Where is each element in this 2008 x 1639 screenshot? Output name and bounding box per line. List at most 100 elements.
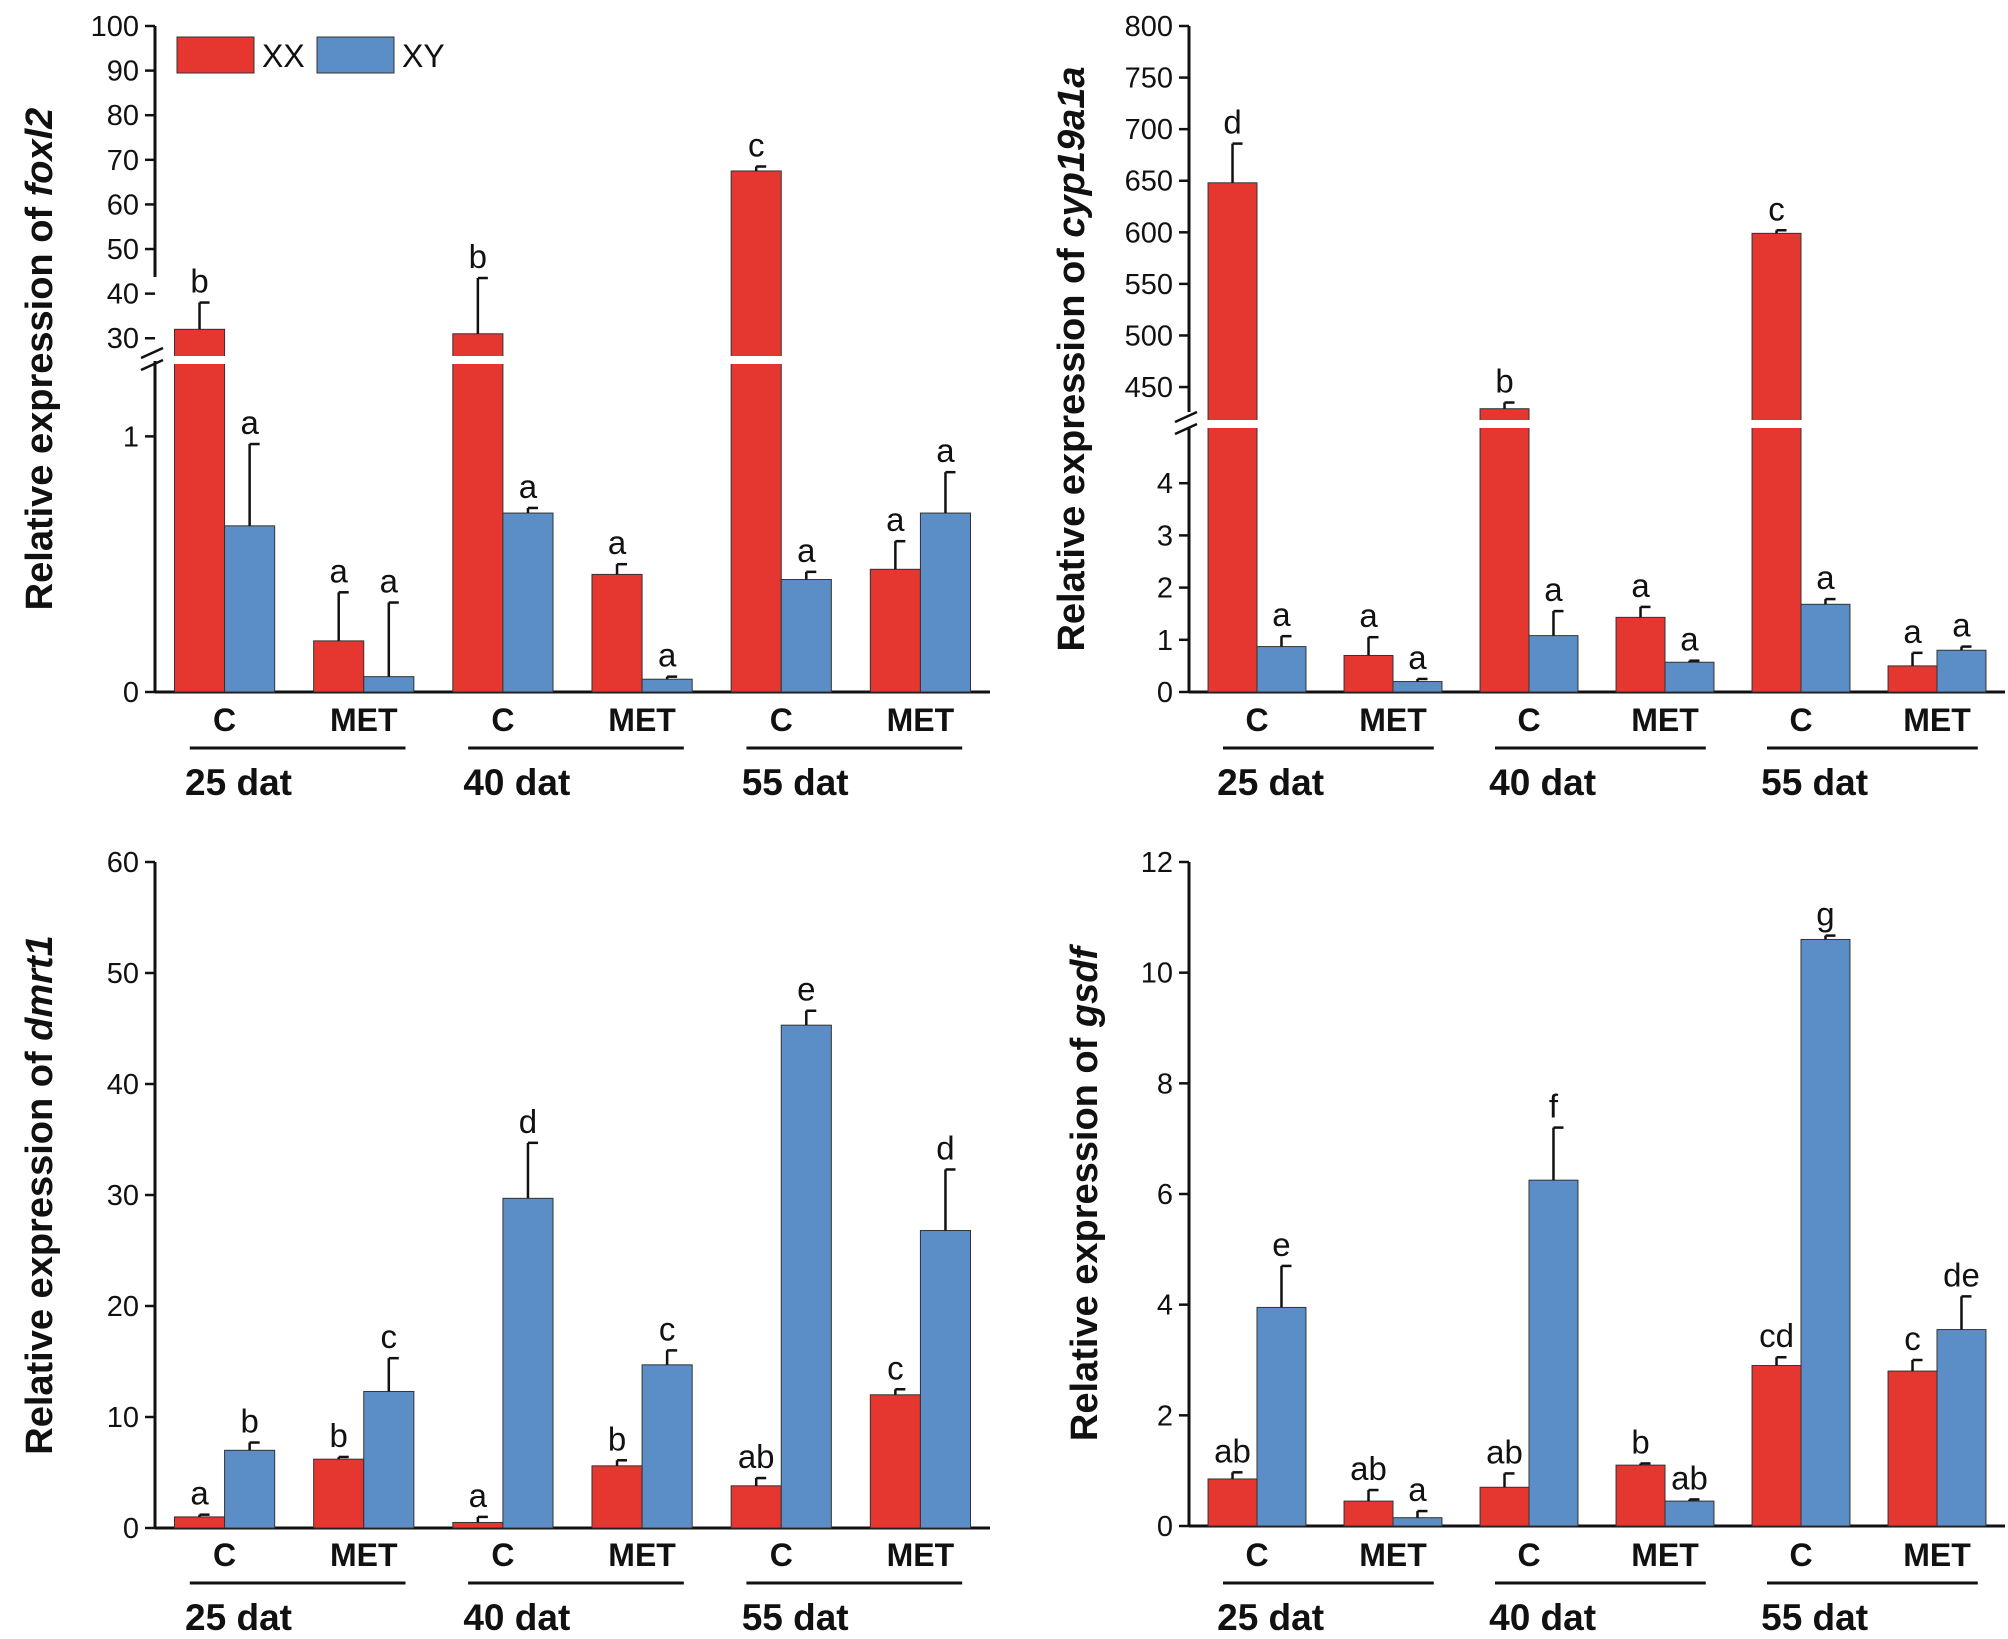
- group-label: MET: [887, 702, 955, 738]
- axis-break-slash: [1174, 422, 1198, 436]
- group-label: MET: [1631, 702, 1699, 738]
- bar-xx-3: [591, 573, 643, 693]
- significance-letter: a: [1408, 639, 1427, 676]
- bar-xy-4: [1800, 938, 1851, 1527]
- significance-letter: a: [1816, 559, 1835, 596]
- y-tick-label: 450: [1125, 372, 1173, 404]
- y-tick-label: 1: [1157, 625, 1173, 657]
- significance-letter: de: [1943, 1256, 1980, 1293]
- bar-xy-2: [1528, 1179, 1579, 1527]
- y-tick-label: 3: [1157, 520, 1173, 552]
- significance-letter: b: [1631, 1423, 1649, 1460]
- y-tick-label: 30: [107, 1180, 139, 1212]
- significance-letter: a: [1631, 567, 1650, 604]
- legend-swatch-xy: [316, 36, 395, 74]
- y-tick-label: 700: [1125, 114, 1173, 146]
- significance-letter: a: [519, 468, 538, 505]
- group-label: C: [1517, 1537, 1540, 1573]
- bar-xy-5: [919, 512, 972, 693]
- bar-xx-1: [313, 1458, 365, 1529]
- bar-xy-1: [1392, 1517, 1443, 1527]
- y-axis-label-prefix: Relative expression of: [19, 196, 61, 610]
- y-tick-label: 12: [1141, 847, 1173, 879]
- section-label: 55 dat: [742, 762, 849, 803]
- significance-letter: ab: [1671, 1459, 1708, 1496]
- group-label: C: [491, 702, 514, 738]
- y-axis-label-prefix: Relative expression of: [1064, 1027, 1106, 1441]
- chart-foxl2: 0 1 30 40 50 60 70 80 90 100 Relative expression o…: [19, 11, 992, 803]
- bar-xx-5: [1887, 665, 1938, 693]
- bar-xy-4: [1800, 603, 1851, 693]
- bar-xy-5: [1936, 1329, 1987, 1527]
- significance-letter: a: [1952, 607, 1971, 644]
- bar-xx-5: [869, 568, 921, 693]
- y-tick-label: 8: [1157, 1068, 1173, 1100]
- y-tick-label: 50: [107, 958, 139, 990]
- significance-letter: a: [886, 501, 905, 538]
- y-tick-label: 50: [107, 234, 139, 266]
- significance-letter: b: [190, 263, 208, 300]
- y-axis-label: Relative expression of foxl2: [19, 108, 61, 611]
- bar-xx-1: [1343, 1500, 1394, 1527]
- bar-xy-1: [1392, 681, 1443, 693]
- group-label: C: [1517, 702, 1540, 738]
- group-label: MET: [1903, 702, 1971, 738]
- section-label: 40 dat: [463, 762, 570, 803]
- y-tick-label: 0: [123, 677, 139, 709]
- significance-letter: e: [797, 971, 815, 1008]
- group-label: C: [1789, 702, 1812, 738]
- significance-letter: b: [1495, 363, 1513, 400]
- bar-xy-4: [780, 1024, 832, 1529]
- significance-letter: b: [469, 238, 487, 275]
- y-axis-label: Relative expression of dmrt1: [19, 935, 61, 1455]
- axis-break-slash: [140, 346, 164, 360]
- axis-break-gap: [157, 356, 992, 364]
- group-label: C: [1789, 1537, 1812, 1573]
- bar-xx-4: [730, 170, 782, 693]
- bar-xx-3: [591, 1465, 643, 1529]
- y-tick-label: 2: [1157, 573, 1173, 605]
- significance-letter: a: [1544, 571, 1563, 608]
- y-tick-label: 2: [1157, 1400, 1173, 1432]
- significance-letter: a: [608, 524, 627, 561]
- section-label: 25 dat: [1217, 1597, 1324, 1638]
- bar-xy-4: [780, 579, 832, 693]
- bar-xy-0: [1256, 646, 1307, 693]
- y-tick-label: 90: [107, 56, 139, 88]
- y-axis-label-prefix: Relative expression of: [1051, 238, 1093, 652]
- significance-letter: f: [1549, 1088, 1559, 1125]
- significance-letter: b: [240, 1403, 258, 1440]
- y-axis-label-gene: cyp19a1a: [1051, 66, 1093, 237]
- significance-letter: a: [1272, 596, 1291, 633]
- bar-xx-2: [1479, 408, 1530, 693]
- bar-xy-1: [363, 676, 415, 693]
- legend-label-xx: XX: [262, 38, 305, 74]
- y-tick-label: 6: [1157, 1179, 1173, 1211]
- significance-letter: a: [1680, 621, 1699, 658]
- group-label: C: [491, 1537, 514, 1573]
- y-axis-label-gene: dmrt1: [19, 935, 61, 1041]
- bar-xx-1: [313, 640, 365, 693]
- y-tick-label: 60: [107, 847, 139, 879]
- significance-letter: ab: [1486, 1433, 1523, 1470]
- bar-xx-3: [1615, 1464, 1666, 1527]
- group-label: MET: [608, 702, 676, 738]
- group-label: MET: [1631, 1537, 1699, 1573]
- significance-letter: a: [380, 563, 399, 600]
- significance-letter: cd: [1759, 1317, 1794, 1354]
- group-label: MET: [608, 1537, 676, 1573]
- bar-xx-0: [1207, 182, 1258, 693]
- group-label: C: [1245, 702, 1268, 738]
- y-tick-label: 70: [107, 145, 139, 177]
- significance-letter: b: [330, 1417, 348, 1454]
- group-label: MET: [1903, 1537, 1971, 1573]
- group-label: MET: [887, 1537, 955, 1573]
- significance-letter: a: [330, 552, 349, 589]
- axis-break-gap: [1191, 420, 2007, 428]
- bar-xy-5: [919, 1230, 972, 1529]
- section-label: 25 dat: [185, 1597, 292, 1638]
- section-label: 25 dat: [1217, 762, 1324, 803]
- y-axis-label-prefix: Relative expression of: [19, 1041, 61, 1455]
- bar-xx-2: [452, 1521, 504, 1529]
- y-tick-label: 0: [1157, 677, 1173, 709]
